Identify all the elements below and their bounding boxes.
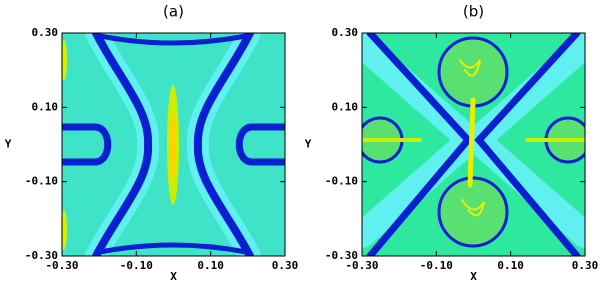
- plot-frame: [361, 32, 586, 257]
- field-image: [362, 33, 585, 256]
- panel-title: (b): [463, 3, 484, 21]
- panel-title: (a): [163, 3, 184, 21]
- y-tick-label: 0.10: [332, 100, 359, 113]
- x-tick-label: 0.30: [272, 259, 299, 272]
- x-tick-label: -0.30: [45, 259, 78, 272]
- plot-frame: [61, 32, 286, 257]
- x-tick-label: 0.10: [497, 259, 524, 272]
- x-axis-label: X: [170, 270, 177, 282]
- y-axis-label: Y: [305, 138, 312, 151]
- y-tick-label: -0.30: [25, 249, 58, 262]
- x-tick-label: 0.30: [572, 259, 599, 272]
- y-tick-label: -0.10: [325, 175, 358, 188]
- y-axis-label: Y: [5, 138, 12, 151]
- x-axis-label: X: [470, 270, 477, 282]
- y-tick-label: -0.10: [25, 175, 58, 188]
- x-tick-label: 0.10: [197, 259, 224, 272]
- x-tick-label: -0.10: [420, 259, 453, 272]
- y-tick-label: 0.10: [32, 100, 59, 113]
- y-tick-label: -0.30: [325, 249, 358, 262]
- x-tick-label: -0.10: [120, 259, 153, 272]
- field-image: [62, 33, 285, 256]
- y-tick-label: 0.30: [32, 26, 59, 39]
- x-tick-label: -0.30: [345, 259, 378, 272]
- y-tick-label: 0.30: [332, 26, 359, 39]
